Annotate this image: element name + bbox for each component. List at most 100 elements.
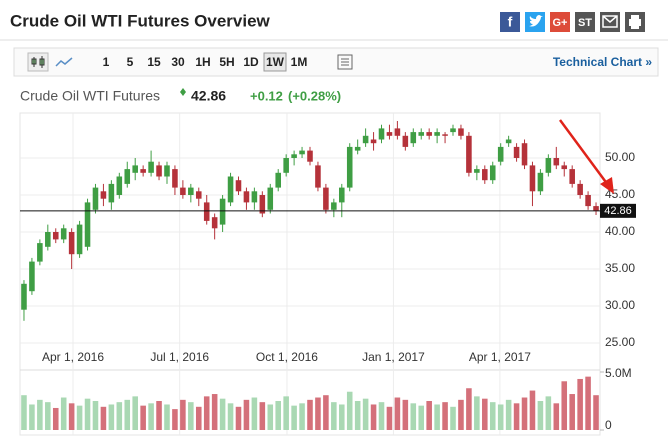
candle-type-button[interactable] [27, 52, 49, 72]
google-icon[interactable] [550, 12, 570, 32]
y2-tick-label: 0 [605, 418, 612, 432]
candle-body [37, 243, 43, 262]
print-glyph [629, 15, 641, 29]
volume-bar [172, 409, 178, 430]
volume-bar [164, 404, 170, 430]
candle-body [299, 150, 305, 155]
candle-body [545, 158, 552, 173]
candle-body [92, 187, 99, 210]
candle-body [227, 176, 234, 203]
candle-body [529, 165, 536, 192]
candle-body [52, 232, 59, 240]
candle-body [585, 195, 591, 207]
volume-bar [426, 401, 432, 430]
last-price-box [600, 203, 636, 218]
mail-glyph [602, 15, 618, 28]
period-button[interactable]: 30 [171, 55, 185, 69]
volume-bar [331, 402, 337, 430]
last-price-label: 42.86 [604, 205, 632, 217]
volume-bar [243, 399, 250, 430]
volume-bar [482, 398, 488, 430]
volume-bar [180, 399, 186, 430]
volume-bar [124, 399, 131, 430]
quote-change: +0.12 [250, 88, 283, 103]
candle-body [521, 143, 528, 166]
volume-bar [442, 402, 448, 430]
candle-body [180, 187, 186, 195]
period-button[interactable]: 1M [291, 55, 308, 69]
volume-bar [291, 405, 297, 430]
volume-bar [148, 403, 154, 430]
volume-bar [362, 398, 369, 430]
period-button[interactable]: 15 [147, 55, 161, 69]
volume-bar [132, 396, 138, 430]
volume-bar [585, 376, 591, 430]
volume-bar [513, 403, 520, 430]
candle-body [434, 132, 440, 136]
candle-body [323, 187, 329, 210]
volume-bar [323, 395, 329, 430]
quote-change-pct: (+0.28%) [288, 88, 341, 103]
period-button[interactable]: 1H [195, 55, 210, 69]
x-tick-label: Oct 1, 2016 [256, 350, 318, 364]
candle-glyph [31, 56, 45, 68]
period-button[interactable]: 1D [243, 55, 259, 69]
volume-bar [466, 388, 472, 430]
volume-bar [561, 381, 568, 430]
candle-body [370, 139, 377, 144]
candle-body [593, 206, 599, 211]
candle-body [267, 187, 274, 210]
candle-body [108, 183, 115, 203]
settings-glyph [341, 58, 349, 66]
period-button[interactable]: 1 [103, 55, 110, 69]
candle-body [76, 224, 83, 255]
candle-body [148, 161, 154, 173]
volume-bar [299, 403, 305, 430]
period-button[interactable]: 5 [127, 55, 134, 69]
candle-body [21, 283, 27, 310]
y-tick-label: 35.00 [605, 261, 635, 275]
candle-body [450, 128, 456, 133]
candle-body [497, 146, 504, 162]
volume-bar [378, 402, 385, 430]
volume-bar [140, 405, 146, 430]
volume-bar [235, 406, 242, 430]
stocktwits-icon[interactable] [575, 12, 595, 32]
settings-button[interactable] [337, 54, 353, 70]
period-button[interactable]: 5H [219, 55, 234, 69]
candle-body [219, 198, 226, 225]
candle-body [346, 146, 353, 188]
candle-body [315, 165, 321, 188]
volume-bar [68, 403, 75, 430]
candle-body [275, 172, 281, 188]
technical-chart-link[interactable]: Technical Chart » [553, 55, 652, 69]
volume-bar [497, 404, 504, 430]
page-title: Crude Oil WTI Futures Overview [10, 11, 271, 30]
candle-body [569, 169, 575, 184]
arrow-shaft [558, 119, 610, 186]
candle-body [235, 180, 242, 192]
candle-body [339, 187, 345, 203]
volume-bar [434, 404, 440, 430]
candle-body [489, 165, 496, 181]
volume-bar [370, 404, 377, 430]
facebook-icon[interactable] [500, 12, 520, 32]
volume-bar [458, 399, 464, 430]
volume-bar [188, 402, 194, 430]
volume-bar [21, 395, 27, 430]
volume-bar [410, 403, 417, 430]
volume-bar [60, 397, 67, 430]
line-type-button[interactable] [55, 57, 73, 67]
candle-body [188, 187, 194, 195]
period-button[interactable]: 1W [266, 55, 285, 69]
candle-body [68, 232, 75, 255]
candle-body [418, 132, 425, 136]
volume-bar [211, 394, 218, 430]
volume-bar [219, 398, 226, 430]
arrow-head [600, 177, 614, 194]
candle-body [537, 172, 544, 192]
volume-bar [505, 399, 512, 430]
candle-body [386, 132, 393, 136]
